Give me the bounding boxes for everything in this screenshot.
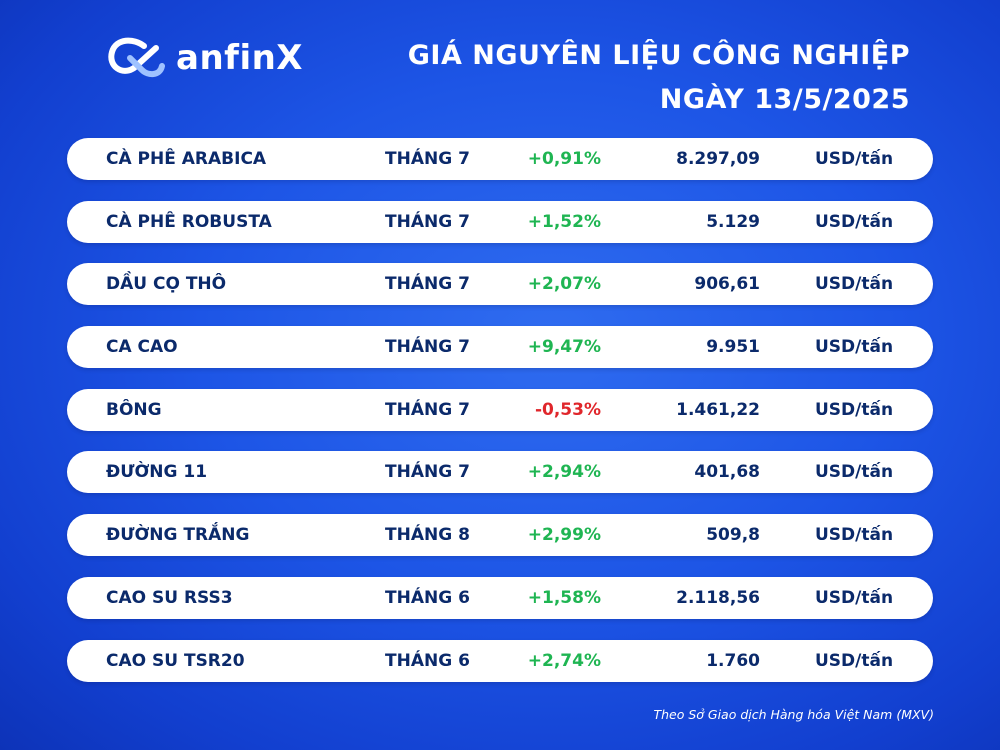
price-change: +2,07% [527, 274, 601, 295]
contract-month: THÁNG 6 [385, 587, 470, 608]
list-item: DẦU CỌ THÔ THÁNG 7 +2,07% 906,61 USD/tấn [67, 263, 933, 306]
commodity-name: DẦU CỌ THÔ [106, 274, 227, 295]
price-change: +9,47% [527, 337, 601, 358]
commodity-name: CAO SU TSR20 [106, 650, 245, 671]
commodity-name: CÀ PHÊ ARABICA [106, 149, 267, 169]
price-value: 1.461,22 [676, 399, 760, 420]
anfinx-logo-icon [108, 37, 165, 78]
contract-month: THÁNG 7 [385, 399, 470, 420]
price-change: +1,58% [527, 587, 601, 608]
brand-name: anfinX [176, 38, 304, 78]
price-value: 1.760 [706, 650, 760, 671]
price-unit: USD/tấn [815, 211, 894, 232]
list-item: BÔNG THÁNG 7 -0,53% 1.461,22 USD/tấn [67, 388, 933, 431]
price-change: +2,99% [527, 525, 601, 546]
list-item: CAO SU TSR20 THÁNG 6 +2,74% 1.760 USD/tấn [67, 639, 933, 682]
page-title-line1: GIÁ NGUYÊN LIỆU CÔNG NGHIỆP [407, 40, 910, 71]
list-item: CAO SU RSS3 THÁNG 6 +1,58% 2.118,56 USD/tấn [67, 576, 933, 619]
price-unit: USD/tấn [815, 650, 894, 671]
price-change: +2,74% [527, 650, 601, 671]
price-unit: USD/tấn [815, 399, 894, 420]
contract-month: THÁNG 7 [385, 211, 470, 232]
list-item: CÀ PHÊ ARABICA THÁNG 7 +0,91% 8.297,09 USD/t… [67, 138, 933, 180]
price-value: 401,68 [694, 462, 760, 483]
commodity-name: BÔNG [106, 399, 162, 420]
price-value: 509,8 [706, 525, 760, 546]
price-unit: USD/tấn [815, 462, 894, 483]
price-change: -0,53% [534, 399, 601, 420]
price-unit: USD/tấn [815, 587, 894, 608]
list-item: ĐƯỜNG TRẮNG THÁNG 8 +2,99% 509,8 USD/tấn [67, 514, 933, 557]
price-change: +1,52% [527, 211, 601, 232]
price-value: 8.297,09 [676, 149, 760, 169]
contract-month: THÁNG 7 [385, 462, 470, 483]
price-unit: USD/tấn [815, 337, 894, 358]
commodity-price-list: CÀ PHÊ ARABICA THÁNG 7 +0,91% 8.297,09 USD/t… [67, 138, 933, 702]
contract-month: THÁNG 8 [385, 525, 470, 546]
commodity-name: CAO SU RSS3 [106, 587, 233, 608]
list-item: CÀ PHÊ ROBUSTA THÁNG 7 +1,52% 5.129 USD/tấn [67, 200, 933, 243]
price-change: +2,94% [527, 462, 601, 483]
commodity-name: CÀ PHÊ ROBUSTA [106, 211, 272, 232]
contract-month: THÁNG 7 [385, 149, 470, 169]
contract-month: THÁNG 7 [385, 337, 470, 358]
price-value: 5.129 [706, 211, 760, 232]
contract-month: THÁNG 6 [385, 650, 470, 671]
list-item: ĐƯỜNG 11 THÁNG 7 +2,94% 401,68 USD/tấn [67, 451, 933, 494]
commodity-name: CA CAO [106, 337, 178, 358]
commodity-name: ĐƯỜNG 11 [106, 462, 208, 483]
price-change: +0,91% [527, 149, 601, 169]
price-unit: USD/tấn [815, 149, 894, 169]
contract-month: THÁNG 7 [385, 274, 470, 295]
source-note: Theo Sở Giao dịch Hàng hóa Việt Nam (MXV… [653, 707, 934, 722]
price-unit: USD/tấn [815, 274, 894, 295]
page-title-line2: NGÀY 13/5/2025 [659, 84, 910, 115]
page-title: GIÁ NGUYÊN LIỆU CÔNG NGHIỆP NGÀY 13/5/20… [408, 34, 910, 122]
price-value: 906,61 [694, 274, 760, 295]
brand-logo: anfinX [104, 34, 303, 82]
list-item: CA CAO THÁNG 7 +9,47% 9.951 USD/tấn [67, 326, 933, 369]
commodity-name: ĐƯỜNG TRẮNG [106, 525, 250, 546]
price-value: 9.951 [706, 337, 760, 358]
price-unit: USD/tấn [815, 525, 894, 546]
price-value: 2.118,56 [676, 587, 760, 608]
